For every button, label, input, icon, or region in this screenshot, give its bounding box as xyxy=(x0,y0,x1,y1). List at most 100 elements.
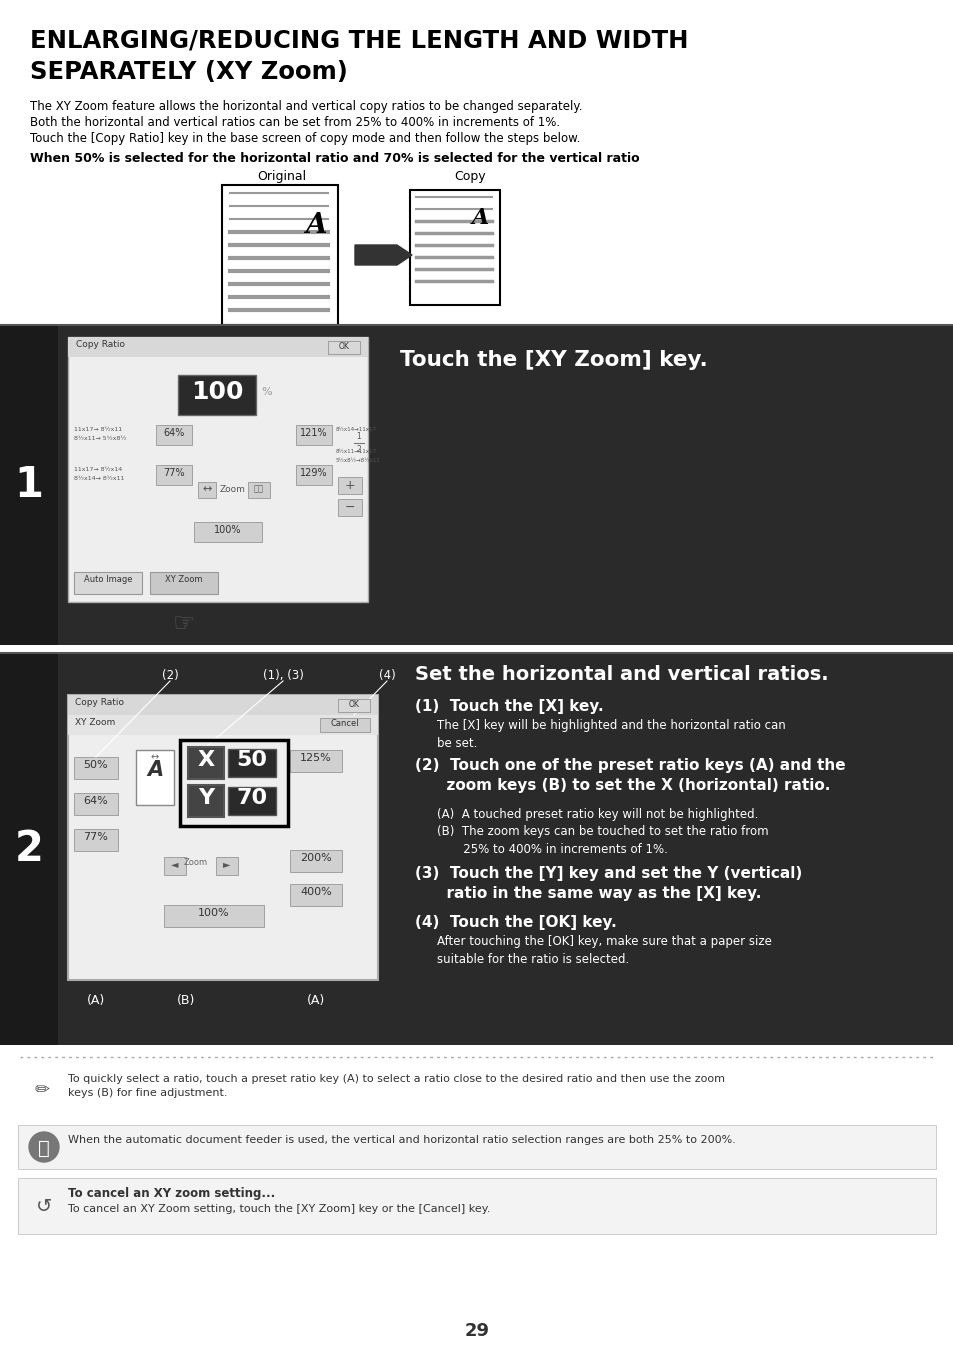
Text: The XY Zoom feature allows the horizontal and vertical copy ratios to be changed: The XY Zoom feature allows the horizonta… xyxy=(30,100,582,113)
Text: 200%: 200% xyxy=(300,852,332,863)
Text: (1)  Touch the [X] key.: (1) Touch the [X] key. xyxy=(415,698,603,713)
Text: Copy: Copy xyxy=(454,170,485,182)
Bar xyxy=(222,185,337,326)
Text: 400%: 400% xyxy=(300,888,332,897)
Bar xyxy=(198,482,215,499)
Text: 100: 100 xyxy=(191,380,243,404)
Text: 29: 29 xyxy=(464,1323,489,1340)
Text: A: A xyxy=(471,207,488,230)
Text: (B)  The zoom keys can be touched to set the ratio from
       25% to 400% in in: (B) The zoom keys can be touched to set … xyxy=(436,825,768,857)
Text: The [X] key will be highlighted and the horizontal ratio can
be set.: The [X] key will be highlighted and the … xyxy=(436,719,785,750)
Text: ◄: ◄ xyxy=(172,859,178,869)
Text: ►: ► xyxy=(223,859,231,869)
Circle shape xyxy=(29,1132,59,1162)
Bar xyxy=(248,482,270,499)
Text: X: X xyxy=(197,750,214,770)
Text: To cancel an XY zoom setting...: To cancel an XY zoom setting... xyxy=(68,1188,275,1200)
Text: (2)  Touch one of the preset ratio keys (A) and the
      zoom keys (B) to set t: (2) Touch one of the preset ratio keys (… xyxy=(415,758,844,793)
Text: 64%: 64% xyxy=(84,796,109,807)
Text: Zoom: Zoom xyxy=(220,485,246,494)
Text: 77%: 77% xyxy=(84,832,109,842)
Bar xyxy=(337,698,370,712)
Text: ⓘ: ⓘ xyxy=(38,1139,50,1158)
Bar xyxy=(180,740,288,825)
Text: (A): (A) xyxy=(307,994,325,1006)
Text: (A)  A touched preset ratio key will not be highlighted.: (A) A touched preset ratio key will not … xyxy=(436,808,758,821)
Text: Copy Ratio: Copy Ratio xyxy=(76,340,125,349)
Text: 11x17→ 8½x11: 11x17→ 8½x11 xyxy=(74,427,122,432)
Text: 8½x14→11x17: 8½x14→11x17 xyxy=(335,427,376,432)
Text: To cancel an XY Zoom setting, touch the [XY Zoom] key or the [Cancel] key.: To cancel an XY Zoom setting, touch the … xyxy=(68,1204,490,1215)
Text: (3)  Touch the [Y] key and set the Y (vertical)
      ratio in the same way as t: (3) Touch the [Y] key and set the Y (ver… xyxy=(415,866,801,901)
Text: ↔: ↔ xyxy=(202,484,212,494)
Text: 125%: 125% xyxy=(300,753,332,763)
Text: To quickly select a ratio, touch a preset ratio key (A) to select a ratio close : To quickly select a ratio, touch a prese… xyxy=(68,1074,724,1098)
Text: −: − xyxy=(344,501,355,513)
Bar xyxy=(150,571,218,594)
Text: Y: Y xyxy=(197,788,213,808)
Text: 5½x8½→8½x11: 5½x8½→8½x11 xyxy=(335,458,380,463)
Text: Auto Image: Auto Image xyxy=(84,576,132,584)
Bar xyxy=(0,653,953,1046)
Text: 50%: 50% xyxy=(84,761,109,770)
Text: (A): (A) xyxy=(87,994,105,1006)
Text: ↺: ↺ xyxy=(36,1197,52,1216)
Bar xyxy=(18,1178,935,1233)
Bar xyxy=(74,793,118,815)
Bar xyxy=(178,376,255,415)
Text: 1: 1 xyxy=(356,432,361,440)
Text: ✏: ✏ xyxy=(34,1081,50,1098)
Text: 50: 50 xyxy=(236,750,267,770)
Text: 100%: 100% xyxy=(214,526,241,535)
Text: Set the horizontal and vertical ratios.: Set the horizontal and vertical ratios. xyxy=(415,665,828,684)
Text: 2: 2 xyxy=(356,444,361,454)
Bar xyxy=(156,465,192,485)
Text: (4): (4) xyxy=(378,669,395,682)
Bar xyxy=(68,336,368,357)
Bar xyxy=(295,426,332,444)
Text: (B): (B) xyxy=(176,994,195,1006)
Bar xyxy=(193,521,262,542)
Text: OK: OK xyxy=(338,342,349,351)
Text: Cancel: Cancel xyxy=(331,719,359,728)
Text: (4)  Touch the [OK] key.: (4) Touch the [OK] key. xyxy=(415,915,616,929)
Text: After touching the [OK] key, make sure that a paper size
suitable for the ratio : After touching the [OK] key, make sure t… xyxy=(436,935,771,966)
Text: Original: Original xyxy=(257,170,306,182)
Text: Touch the [XY Zoom] key.: Touch the [XY Zoom] key. xyxy=(399,350,707,370)
Text: 8½x14→ 8½x11: 8½x14→ 8½x11 xyxy=(74,476,124,481)
Text: (2): (2) xyxy=(161,669,178,682)
Text: (1), (3): (1), (3) xyxy=(262,669,303,682)
Text: 70: 70 xyxy=(236,788,267,808)
Text: A: A xyxy=(305,212,327,239)
Text: Both the horizontal and vertical ratios can be set from 25% to 400% in increment: Both the horizontal and vertical ratios … xyxy=(30,116,559,128)
Text: ☞: ☞ xyxy=(172,612,195,636)
Text: XY Zoom: XY Zoom xyxy=(165,576,203,584)
Bar xyxy=(0,653,58,1046)
Bar xyxy=(18,1125,935,1169)
Bar xyxy=(328,340,359,354)
Text: 100%: 100% xyxy=(198,908,230,917)
Bar xyxy=(410,190,499,305)
Bar xyxy=(0,326,58,644)
Text: 8½x11→11x17: 8½x11→11x17 xyxy=(335,449,376,454)
Text: XY Zoom: XY Zoom xyxy=(75,717,115,727)
Bar xyxy=(290,884,341,907)
Text: ENLARGING/REDUCING THE LENGTH AND WIDTH: ENLARGING/REDUCING THE LENGTH AND WIDTH xyxy=(30,28,688,51)
Bar xyxy=(68,336,368,603)
Bar xyxy=(290,850,341,871)
Text: Zoom: Zoom xyxy=(184,858,208,867)
Text: 11x17→ 8½x14: 11x17→ 8½x14 xyxy=(74,467,122,471)
Bar xyxy=(74,571,142,594)
Bar xyxy=(164,857,186,875)
Bar xyxy=(290,750,341,771)
Text: 121%: 121% xyxy=(300,428,328,438)
Text: OK: OK xyxy=(348,700,359,709)
Text: 77%: 77% xyxy=(163,467,185,478)
Text: +: + xyxy=(344,480,355,492)
Text: 2: 2 xyxy=(14,828,44,870)
Text: 64%: 64% xyxy=(163,428,185,438)
Text: When the automatic document feeder is used, the vertical and horizontal ratio se: When the automatic document feeder is us… xyxy=(68,1135,735,1146)
Bar xyxy=(0,326,953,644)
Bar xyxy=(164,905,264,927)
Bar xyxy=(337,499,361,516)
